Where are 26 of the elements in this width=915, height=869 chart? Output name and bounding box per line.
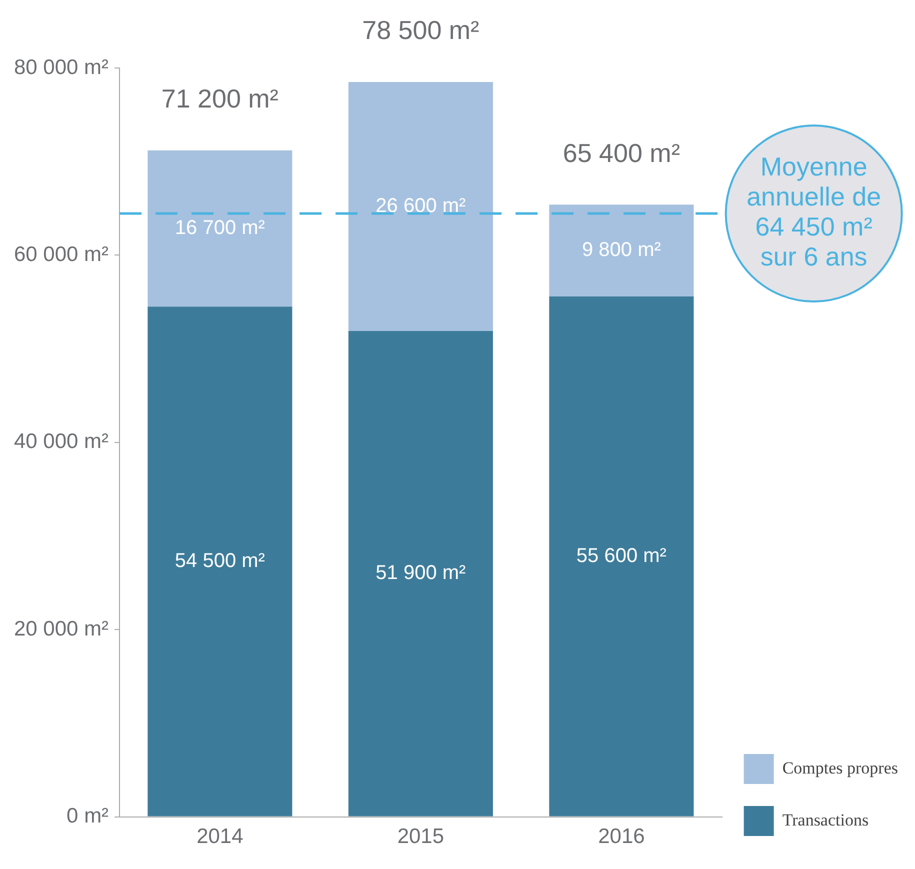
- x-tick-label: 2015: [397, 825, 444, 848]
- total-label: 78 500 m²: [362, 15, 480, 46]
- bar: [148, 150, 292, 307]
- data-label: 26 600 m²: [376, 195, 466, 218]
- data-label: 55 600 m²: [576, 544, 667, 567]
- y-tick-label: 60 000 m²: [14, 242, 109, 266]
- y-tick-label: 0 m²: [66, 804, 109, 828]
- data-label: 51 900 m²: [376, 562, 466, 584]
- y-tick-label: 80 000 m²: [14, 56, 109, 79]
- y-tick-label: 20 000 m²: [14, 617, 109, 640]
- x-tick-label: 2014: [196, 825, 244, 848]
- total-label: 71 200 m²: [161, 84, 279, 114]
- data-label: 54 500 m²: [174, 550, 266, 572]
- y-tick-label: 40 000 m²: [14, 430, 109, 454]
- bar: [348, 331, 493, 816]
- bar: [148, 306, 292, 816]
- data-label: 9 800 m²: [582, 239, 662, 262]
- ref-line-label: Moyenne annuelle de 64 450 m² sur 6 ans: [746, 152, 882, 272]
- legend-label: Transactions: [782, 810, 869, 830]
- data-label: 16 700 m²: [174, 217, 266, 240]
- legend-label: Comptes propres: [782, 758, 898, 778]
- x-tick-label: 2016: [598, 825, 645, 848]
- bar: [549, 296, 694, 816]
- bar: [549, 204, 694, 296]
- bar: [348, 82, 493, 332]
- total-label: 65 400 m²: [562, 138, 680, 168]
